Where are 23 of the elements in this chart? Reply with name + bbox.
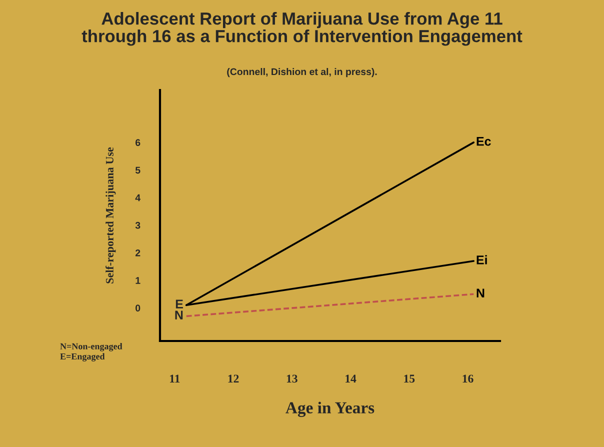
x-axis-title: Age in Years <box>286 402 374 417</box>
text: N=Non-engaged E=Engaged <box>60 343 122 362</box>
x-tick-label: 14 <box>346 374 356 383</box>
x-tick-label: 16 <box>462 374 474 383</box>
chart-subtitle: (Connell, Dishion et al, in press). <box>227 68 377 78</box>
x-tick-label: 15 <box>404 374 415 383</box>
x-tick-label: 11 <box>170 374 180 383</box>
y-tick-label: 5 <box>135 166 140 174</box>
chart-title: Adolescent Report of Marijuana Use from Age 11 through 16 as a Function of Intervention Engagement <box>82 12 522 46</box>
y-axis-title: Self-reported Marijuana Use <box>106 147 116 284</box>
series-label: N <box>476 288 484 298</box>
series-label: Ec <box>476 137 491 146</box>
y-tick-label: 1 <box>136 277 140 284</box>
y-tick-label: 0 <box>136 304 140 312</box>
y-tick-label: 3 <box>135 222 140 229</box>
series-label: Ei <box>476 255 487 264</box>
annotation: N <box>175 310 183 320</box>
y-tick-label: 6 <box>136 139 140 146</box>
y-tick-label: 2 <box>135 249 140 256</box>
x-tick-label: 13 <box>286 374 298 383</box>
y-tick-label: 4 <box>135 194 141 202</box>
x-tick-label: 12 <box>228 374 239 383</box>
annotation: E <box>176 300 183 308</box>
